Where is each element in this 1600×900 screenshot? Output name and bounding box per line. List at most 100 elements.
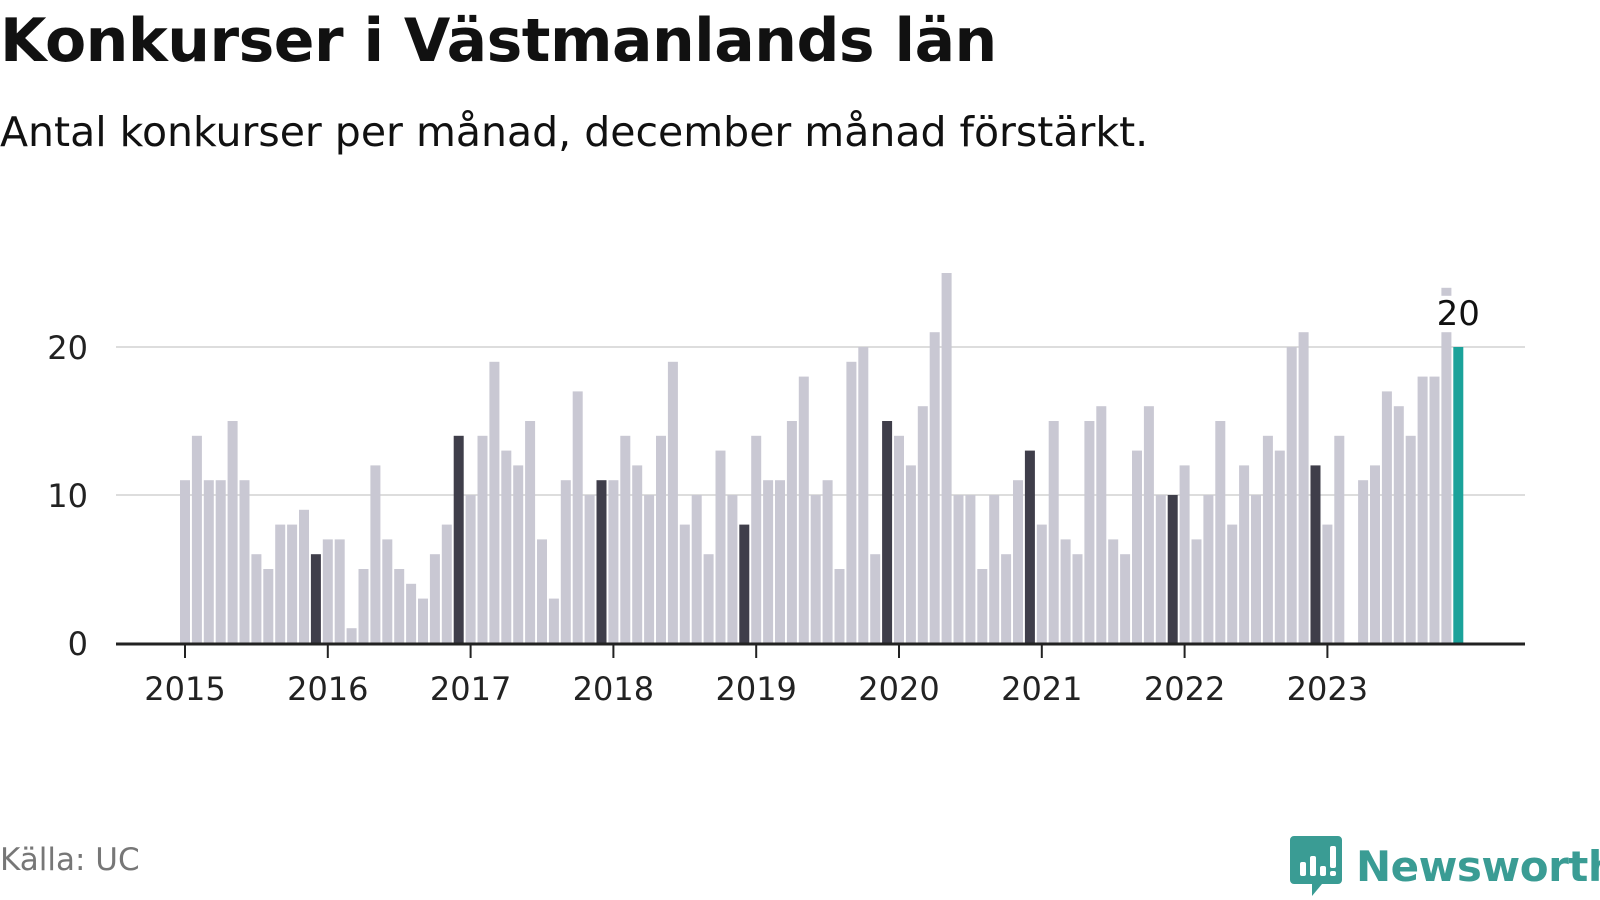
bar xyxy=(1274,450,1285,643)
bar xyxy=(751,435,762,643)
bar xyxy=(941,273,952,643)
bar xyxy=(418,598,428,643)
bar xyxy=(1120,554,1131,643)
bar xyxy=(1227,524,1238,643)
bar xyxy=(1060,539,1071,643)
bar xyxy=(834,569,845,643)
bar xyxy=(1251,495,1261,643)
bar xyxy=(537,539,547,643)
bar xyxy=(584,495,595,643)
bar xyxy=(989,495,1000,643)
x-tick-label: 2017 xyxy=(430,670,511,708)
axes xyxy=(116,642,1525,658)
bar-december xyxy=(1167,495,1178,643)
bar xyxy=(203,480,214,643)
bar xyxy=(406,583,417,643)
bar xyxy=(1405,435,1416,643)
bar xyxy=(822,480,833,643)
bar xyxy=(703,554,714,643)
bar xyxy=(180,480,190,643)
brand-logo: Newsworthy xyxy=(1290,836,1600,896)
bar xyxy=(786,421,797,643)
bar xyxy=(394,569,405,643)
bar-latest xyxy=(1453,347,1464,643)
bar xyxy=(1072,554,1083,643)
y-tick-label: 20 xyxy=(47,329,88,367)
bar xyxy=(1286,347,1297,643)
x-tick-label: 2019 xyxy=(715,670,796,708)
bar-december xyxy=(1024,450,1035,643)
bar xyxy=(1143,406,1154,643)
bar xyxy=(441,524,452,643)
bar xyxy=(1132,450,1142,643)
bar xyxy=(894,435,904,643)
bar-december xyxy=(882,421,893,643)
x-tick-label: 2018 xyxy=(573,670,654,708)
bar xyxy=(513,465,524,643)
bar xyxy=(1108,539,1119,643)
bar xyxy=(798,376,809,643)
bar xyxy=(346,628,357,643)
bar-december xyxy=(310,554,321,643)
bar xyxy=(548,598,559,643)
bar xyxy=(870,554,881,643)
bar xyxy=(608,480,619,643)
x-tick-label: 2020 xyxy=(858,670,939,708)
bar xyxy=(215,480,226,643)
bar-series xyxy=(180,273,1464,643)
bar xyxy=(691,495,702,643)
x-tick-label: 2022 xyxy=(1144,670,1225,708)
bar xyxy=(1417,376,1428,643)
bar xyxy=(465,495,476,643)
bar xyxy=(1334,435,1345,643)
bar xyxy=(322,539,333,643)
bar xyxy=(1001,554,1012,643)
bar xyxy=(501,450,512,643)
bar xyxy=(287,524,298,643)
bar xyxy=(917,406,928,643)
bar xyxy=(572,391,583,643)
bar xyxy=(299,509,309,643)
bar xyxy=(905,465,916,643)
bar xyxy=(620,435,631,643)
bar xyxy=(370,465,381,643)
bar-december xyxy=(596,480,607,643)
bar-december xyxy=(1310,465,1321,643)
bar xyxy=(525,421,536,643)
bar xyxy=(667,361,678,643)
bar xyxy=(858,347,869,643)
bar xyxy=(239,480,250,643)
source-note: Källa: UC xyxy=(0,842,140,878)
bar xyxy=(1155,495,1166,643)
bar xyxy=(1191,539,1202,643)
bar xyxy=(977,569,988,643)
bar xyxy=(275,524,286,643)
bar xyxy=(1393,406,1404,643)
bar xyxy=(1239,465,1250,643)
bar xyxy=(775,480,785,643)
bar xyxy=(1203,495,1214,643)
bar xyxy=(1429,376,1440,643)
bar xyxy=(679,524,690,643)
bar xyxy=(656,435,666,643)
y-tick-label: 0 xyxy=(68,625,88,663)
bar xyxy=(763,480,774,643)
bar xyxy=(1262,435,1273,643)
prev-year-marker xyxy=(1441,287,1452,296)
x-tick-label: 2015 xyxy=(144,670,225,708)
bar xyxy=(429,554,440,643)
bar xyxy=(358,569,369,643)
bar xyxy=(965,495,976,643)
newsworthy-logo-icon xyxy=(1290,836,1342,896)
bar xyxy=(727,495,738,643)
bar xyxy=(632,465,643,643)
bar xyxy=(1370,465,1380,643)
brand-name: Newsworthy xyxy=(1356,841,1600,891)
y-tick-label: 10 xyxy=(47,477,88,515)
x-tick-label: 2021 xyxy=(1001,670,1082,708)
chart-title: Konkurser i Västmanlands län xyxy=(0,6,997,76)
bar-december xyxy=(453,435,464,643)
bar xyxy=(1381,391,1392,643)
